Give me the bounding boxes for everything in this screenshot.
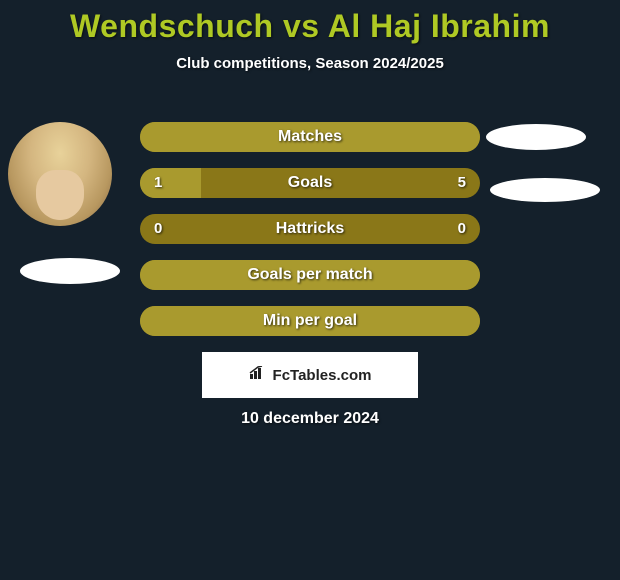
credit-text: FcTables.com — [273, 367, 372, 384]
player-left-avatar — [8, 122, 112, 226]
page-subtitle: Club competitions, Season 2024/2025 — [0, 55, 620, 72]
bar-label: Goals per match — [140, 260, 480, 290]
bar-label: Min per goal — [140, 306, 480, 336]
bar-label: Goals — [140, 168, 480, 198]
bar-hattricks: 0 Hattricks 0 — [140, 214, 480, 244]
chart-icon — [249, 366, 267, 384]
bar-value-right: 0 — [458, 214, 466, 244]
date-text: 10 december 2024 — [0, 410, 620, 428]
bar-label: Matches — [140, 122, 480, 152]
bar-label: Hattricks — [140, 214, 480, 244]
bar-value-right: 5 — [458, 168, 466, 198]
club-badge-left — [20, 258, 120, 284]
club-badge-right-1 — [486, 124, 586, 150]
bar-goals-per-match: Goals per match — [140, 260, 480, 290]
page-title: Wendschuch vs Al Haj Ibrahim — [0, 0, 620, 45]
club-badge-right-2 — [490, 178, 600, 202]
comparison-bars: Matches 1 Goals 5 0 Hattricks 0 Goals pe… — [140, 122, 480, 352]
bar-goals: 1 Goals 5 — [140, 168, 480, 198]
bar-matches: Matches — [140, 122, 480, 152]
bar-min-per-goal: Min per goal — [140, 306, 480, 336]
credit-badge: FcTables.com — [202, 352, 418, 398]
